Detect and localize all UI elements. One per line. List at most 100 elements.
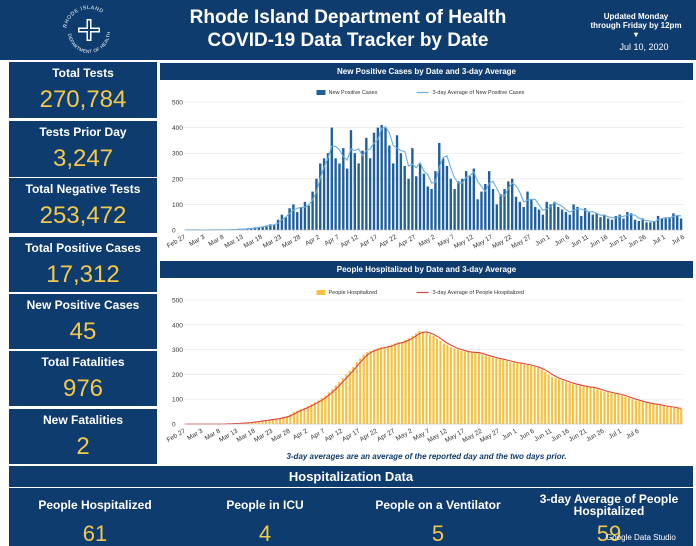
data-bar [357, 163, 360, 230]
hosp-value: 5 [431, 521, 445, 546]
data-bar [470, 352, 473, 424]
hospitalized-chart[interactable]: 0 100 200 300 400 500 People Hospitalized 3-day… [160, 280, 693, 450]
data-bar [610, 393, 613, 424]
hosp-value: 4 [258, 521, 272, 546]
stat-new-fatalities: New Fatalities 2 [9, 409, 157, 464]
data-bar [282, 417, 285, 424]
data-bar [664, 218, 667, 230]
data-bar [547, 374, 550, 424]
data-bar [411, 148, 414, 230]
data-bar [425, 332, 428, 424]
data-bar [476, 199, 479, 230]
data-bar [631, 399, 634, 424]
data-bar [289, 414, 292, 424]
data-bar [426, 186, 429, 230]
data-bar [280, 214, 284, 230]
data-bar [299, 206, 303, 230]
data-bar [488, 356, 491, 424]
data-bar [634, 400, 637, 424]
data-bar [551, 376, 554, 424]
cases-chart[interactable]: 0 100 200 300 400 500 New Positive Cases 3-day … [160, 82, 693, 258]
y-tick-label: 200 [172, 372, 183, 379]
data-bar [261, 420, 264, 424]
data-bar [578, 385, 582, 424]
stat-value: 45 [69, 318, 97, 345]
data-bar [327, 392, 330, 424]
data-bar [334, 385, 337, 424]
average-line [185, 126, 682, 231]
stat-label: Total Fatalities [41, 355, 125, 369]
data-bar [453, 189, 456, 230]
data-bar [460, 350, 463, 424]
data-bar [368, 158, 372, 230]
data-bar [652, 404, 655, 424]
legend-label-line: 3-day Average of New Positive Cases [433, 90, 525, 96]
data-bar [457, 181, 460, 230]
data-bar [606, 218, 610, 230]
data-bar [338, 163, 341, 230]
data-bar [509, 362, 512, 424]
data-bar [491, 189, 495, 230]
hosp-label: 3-day Average of People Hospitalized [539, 492, 679, 518]
x-tick-label: Mar 13 [218, 427, 239, 443]
stat-value: 3,247 [52, 145, 114, 172]
data-bar [575, 384, 578, 424]
hosp-people-in-icu: People in ICU 4 [190, 492, 340, 546]
data-bar [415, 176, 418, 230]
x-tick-label: May 2 [418, 233, 437, 248]
stat-tests-prior-day: Tests Prior Day 3,247 [9, 121, 157, 177]
data-bar [558, 379, 561, 424]
data-bar [288, 208, 291, 230]
data-bar [253, 227, 257, 230]
data-bar [530, 199, 533, 230]
data-bar [275, 418, 278, 424]
data-bar [303, 201, 307, 230]
x-tick-label: Feb 27 [166, 233, 187, 249]
stat-value: 17,312 [46, 261, 120, 288]
legend-swatch-bar [316, 90, 326, 95]
data-bar [355, 362, 358, 424]
data-bar [622, 218, 625, 230]
x-tick-label: Mar 18 [236, 427, 257, 443]
data-bar [352, 366, 355, 424]
x-tick-label: Apr 27 [397, 233, 417, 249]
data-bar [254, 421, 257, 424]
data-bar [491, 357, 494, 424]
x-tick-label: Apr 17 [359, 233, 379, 249]
data-bar [641, 402, 644, 424]
data-bar [673, 407, 676, 424]
data-bar [505, 360, 508, 424]
data-bar [362, 355, 365, 424]
data-bar [610, 219, 614, 230]
data-bar [626, 212, 629, 230]
stat-label: New Fatalities [42, 413, 124, 427]
data-bar [395, 135, 399, 230]
x-tick-label: Mar 3 [186, 427, 204, 442]
update-schedule-dropdown[interactable]: Updated Monday through Friday by 12pm ▾ [590, 12, 682, 39]
data-bar [587, 212, 591, 230]
data-bar [557, 206, 560, 230]
data-bar [679, 218, 683, 230]
data-bar [467, 352, 470, 424]
x-tick-label: Apr 7 [323, 233, 340, 247]
data-bar [669, 407, 672, 424]
stat-total-tests: Total Tests 270,784 [9, 62, 157, 118]
data-bar [461, 178, 464, 230]
data-bar [648, 403, 651, 424]
data-bar [495, 358, 498, 424]
data-bar [373, 349, 376, 424]
data-bar [480, 191, 483, 230]
data-bar [366, 352, 369, 424]
data-bar [627, 397, 630, 424]
data-bar [591, 214, 594, 230]
data-bar [271, 419, 275, 424]
data-bar [268, 419, 271, 424]
stat-label: New Positive Cases [26, 298, 140, 312]
data-bar [474, 352, 477, 424]
data-bar [392, 163, 395, 230]
stat-total-fatalities: Total Fatalities 976 [9, 351, 157, 406]
data-bar [618, 214, 621, 230]
y-tick-label: 500 [172, 298, 183, 305]
data-bar [439, 340, 442, 424]
data-bar [383, 347, 386, 424]
